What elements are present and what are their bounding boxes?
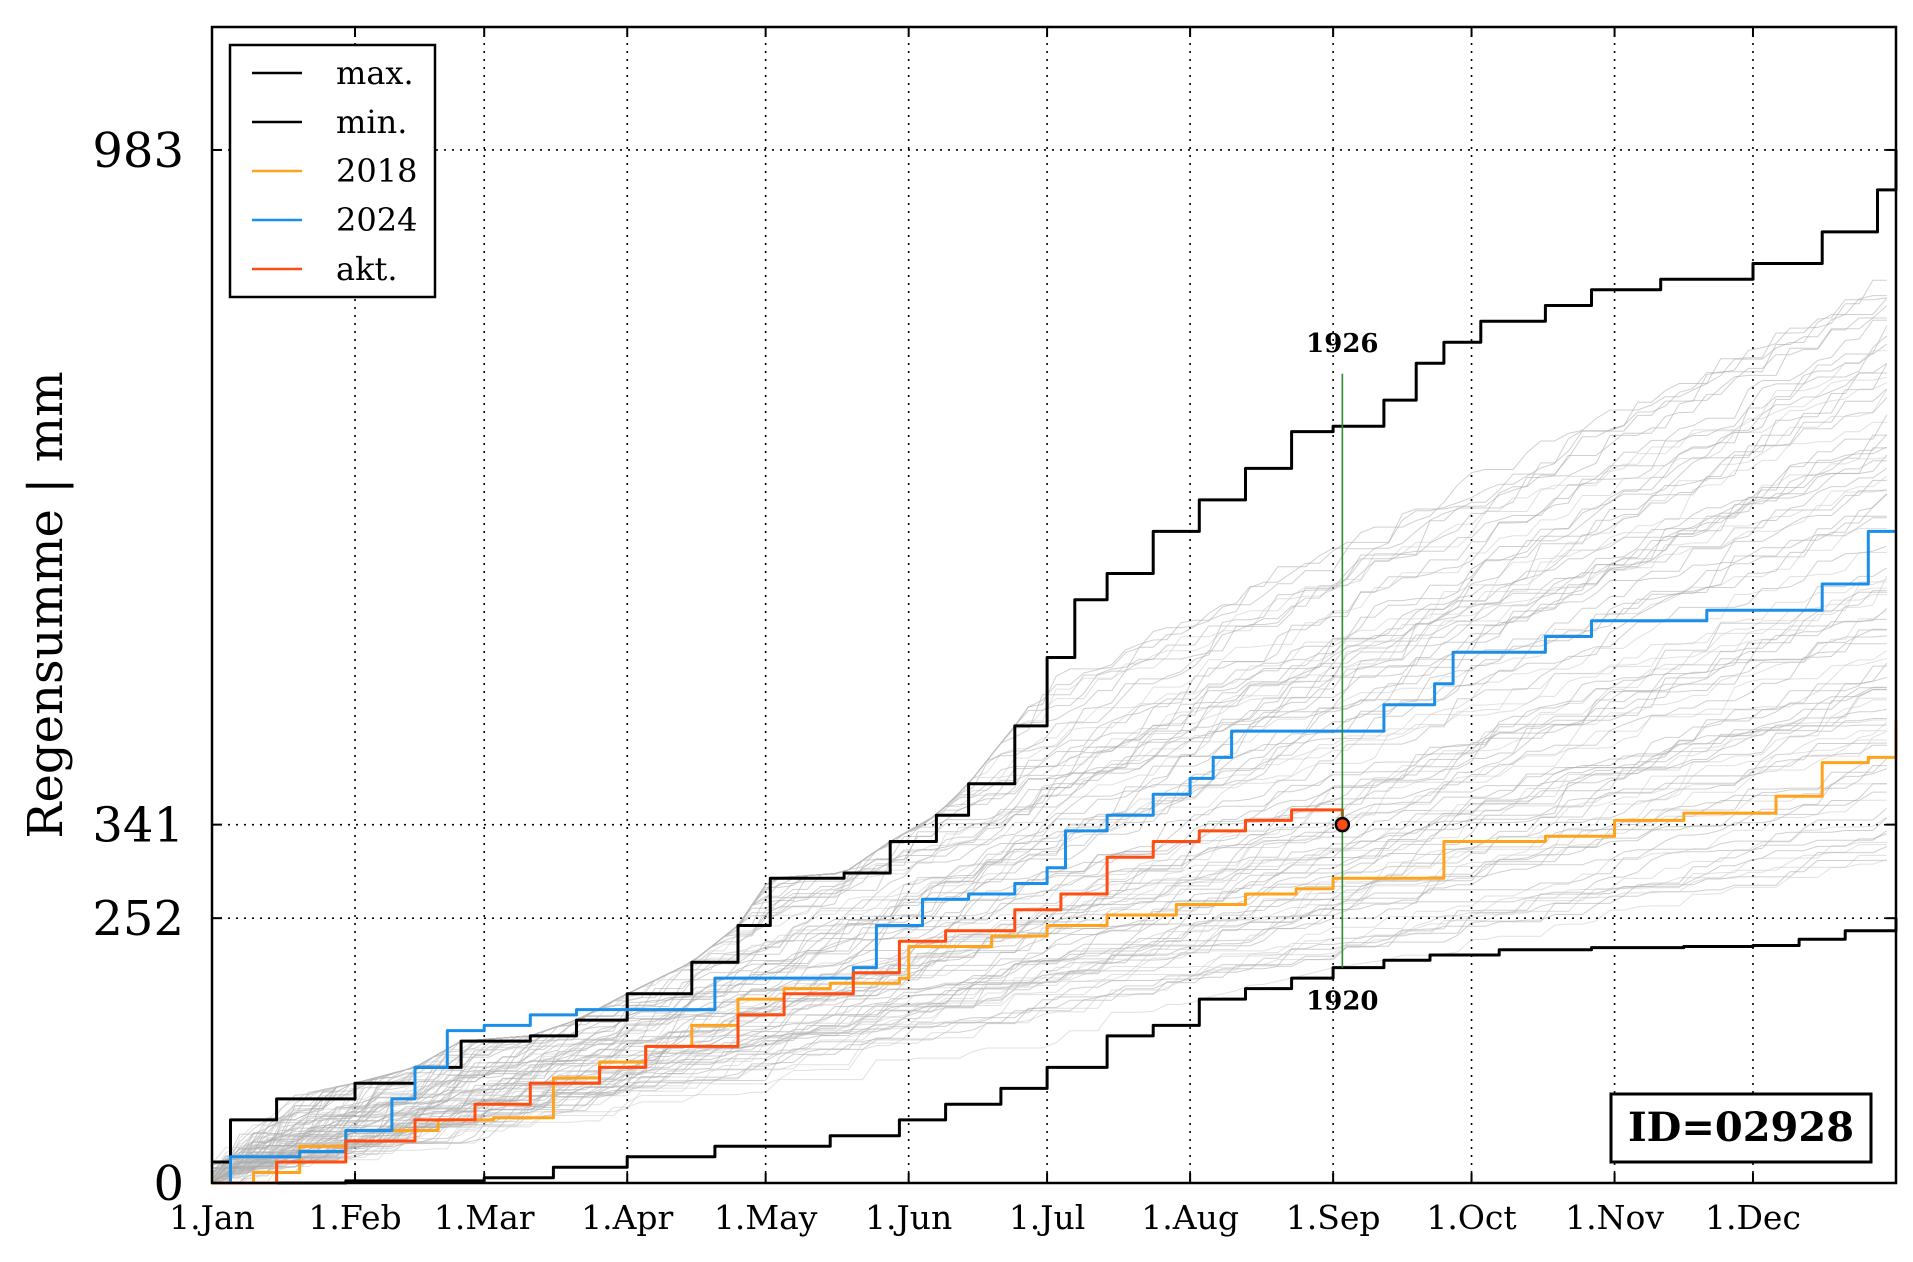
historical-year-line	[211, 665, 1887, 1184]
historical-year-line	[211, 493, 1888, 1184]
historical-year-line	[212, 446, 1888, 1177]
historical-year-line	[211, 628, 1887, 1177]
historical-year-line	[212, 859, 1887, 1169]
historical-year-line	[212, 421, 1887, 1169]
historical-year-line	[211, 362, 1888, 1184]
historical-year-line	[211, 350, 1887, 1165]
series-line-akt	[212, 808, 1344, 1185]
y-axis-ticks: 0 252 341 983	[92, 123, 1896, 1212]
historical-year-line	[211, 721, 1888, 1184]
historical-year-line	[211, 799, 1887, 1184]
plot-frame	[210, 25, 1898, 1185]
station-id-label: ID=02928	[1628, 1104, 1854, 1151]
historical-year-line	[211, 581, 1887, 1175]
historical-year-line	[211, 833, 1887, 1184]
x-tick-label: 1.Jan	[169, 1198, 255, 1237]
year-annotation: 1926	[1306, 329, 1378, 359]
legend-label: akt.	[336, 250, 398, 288]
legend-label: min.	[336, 103, 407, 141]
x-tick-label: 1.Oct	[1426, 1198, 1516, 1237]
historical-year-line	[212, 708, 1887, 1176]
x-tick-label: 1.Jul	[1009, 1198, 1086, 1237]
historical-year-line	[211, 841, 1887, 1184]
y-tick-label: 252	[92, 891, 184, 947]
historical-year-line	[211, 414, 1888, 1184]
historical-year-line	[212, 739, 1887, 1173]
historical-year-line	[211, 744, 1887, 1172]
historical-year-line	[211, 317, 1887, 1166]
station-id-box: ID=02928	[1609, 1092, 1873, 1164]
historical-year-line	[211, 305, 1888, 1184]
historical-year-line	[211, 635, 1887, 1184]
station-id-frame	[1609, 1092, 1873, 1164]
y-tick-label: 983	[92, 123, 184, 179]
x-tick-label: 1.Mar	[434, 1198, 535, 1237]
x-tick-label: 1.May	[714, 1198, 818, 1237]
legend: max. min. 2018 2024 akt.	[228, 43, 437, 299]
historical-year-line	[212, 618, 1887, 1176]
historical-year-line	[212, 730, 1887, 1177]
series-line-min	[212, 918, 1898, 1185]
x-tick-label: 1.Aug	[1141, 1198, 1239, 1237]
y-tick-label: 341	[92, 798, 184, 854]
historical-year-line	[211, 689, 1887, 1183]
historical-year-line	[211, 457, 1887, 1178]
historical-year-line	[211, 590, 1887, 1184]
y-tick-label: 0	[153, 1156, 184, 1212]
historical-year-line	[211, 699, 1887, 1184]
historical-year-line	[211, 807, 1888, 1184]
legend-label: max.	[336, 54, 414, 92]
historical-year-line	[212, 389, 1888, 1178]
x-tick-label: 1.Feb	[308, 1198, 401, 1237]
y-axis-label: Regensumme | mm	[18, 371, 74, 838]
x-tick-label: 1.Apr	[581, 1198, 673, 1237]
year-annotation: 1920	[1306, 987, 1378, 1017]
current-value-marker	[1334, 816, 1351, 833]
x-tick-label: 1.Dec	[1705, 1198, 1801, 1237]
historical-year-lines	[211, 279, 1888, 1184]
historical-year-line	[211, 382, 1888, 1184]
historical-year-line	[211, 854, 1887, 1184]
historical-year-line	[212, 325, 1888, 1172]
historical-year-line	[211, 587, 1887, 1177]
annotations: 1926 1920	[1306, 329, 1378, 1017]
historical-year-line	[212, 545, 1887, 1180]
historical-year-line	[211, 295, 1887, 1184]
historical-year-line	[212, 335, 1888, 1179]
grid-lines	[212, 27, 1896, 1183]
historical-year-line	[211, 578, 1887, 1180]
x-tick-label: 1.Jun	[865, 1198, 952, 1237]
historical-year-line	[211, 697, 1887, 1184]
series-line-2018	[212, 720, 1898, 1185]
legend-label: 2024	[336, 201, 417, 239]
x-tick-label: 1.Nov	[1565, 1198, 1664, 1237]
historical-year-line	[212, 467, 1888, 1183]
historical-year-line	[211, 591, 1887, 1183]
x-tick-label: 1.Sep	[1286, 1198, 1381, 1237]
legend-label: 2018	[336, 152, 417, 190]
series-line-max	[212, 150, 1898, 1164]
x-axis-ticks: 1.Jan 1.Feb 1.Mar 1.Apr 1.May 1.Jun 1.Jul 1.Aug…	[169, 27, 1801, 1237]
series-lines	[212, 150, 1898, 1185]
series-line-2024	[212, 529, 1896, 1185]
historical-year-line	[212, 434, 1887, 1169]
